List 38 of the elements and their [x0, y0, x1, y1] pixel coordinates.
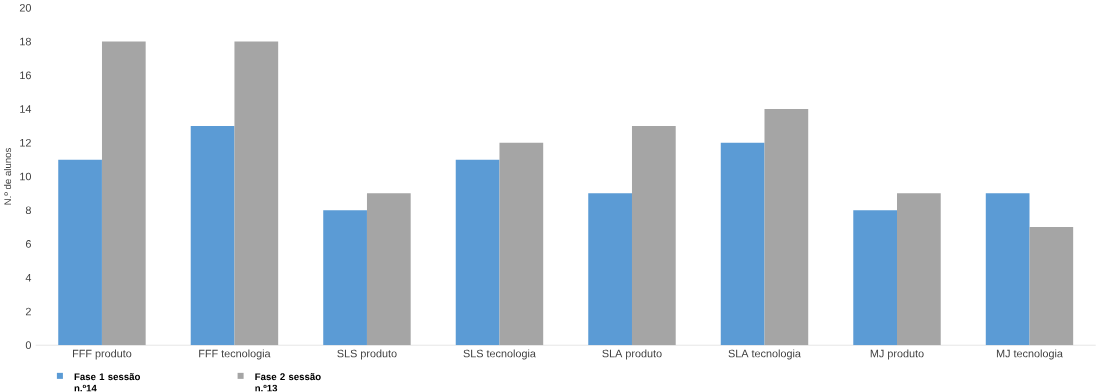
y-tick-label: 8 — [25, 206, 31, 215]
y-tick-label: 16 — [20, 71, 31, 80]
x-tick-label: FFF produto — [73, 349, 132, 360]
x-tick-label: SLA tecnologia — [728, 349, 801, 360]
bar — [190, 126, 235, 346]
bar — [455, 159, 500, 346]
x-tick-label: MJ produto — [870, 349, 924, 360]
bar — [499, 142, 544, 346]
bar — [101, 41, 146, 346]
bar — [853, 210, 897, 346]
y-tick-label: 4 — [25, 274, 32, 282]
y-tick-label: 20 — [19, 4, 32, 12]
bar — [720, 142, 765, 346]
x-tick-label: SLS tecnologia — [463, 349, 536, 360]
bar — [323, 210, 367, 346]
x-tick-label: FFF tecnologia — [199, 349, 271, 360]
x-tick-label: SLS produto — [337, 349, 397, 360]
bar — [588, 193, 632, 346]
y-tick-label: 18 — [20, 37, 31, 46]
bar — [764, 109, 809, 346]
bar — [897, 193, 941, 346]
y-tick-label: 6 — [25, 240, 31, 249]
y-axis-title: N.º de alunos — [4, 148, 12, 205]
bar — [631, 126, 676, 346]
y-tick-label: 2 — [25, 307, 31, 316]
bar — [58, 159, 102, 346]
bar — [1029, 227, 1074, 346]
y-tick-label: 10 — [20, 172, 32, 181]
bar — [366, 193, 411, 346]
y-tick-label: 12 — [20, 139, 31, 147]
y-tick-label: 0 — [25, 341, 32, 350]
legend-label: Fase 2 sessão n.º13 — [255, 373, 321, 392]
x-tick-label: SLA produto — [602, 349, 662, 360]
bar — [234, 41, 279, 346]
legend-label: Fase 1 sessão n.º14 — [74, 373, 141, 392]
x-tick-label: MJ tecnologia — [996, 349, 1063, 360]
y-tick-label: 14 — [20, 105, 32, 113]
bar — [985, 193, 1030, 346]
